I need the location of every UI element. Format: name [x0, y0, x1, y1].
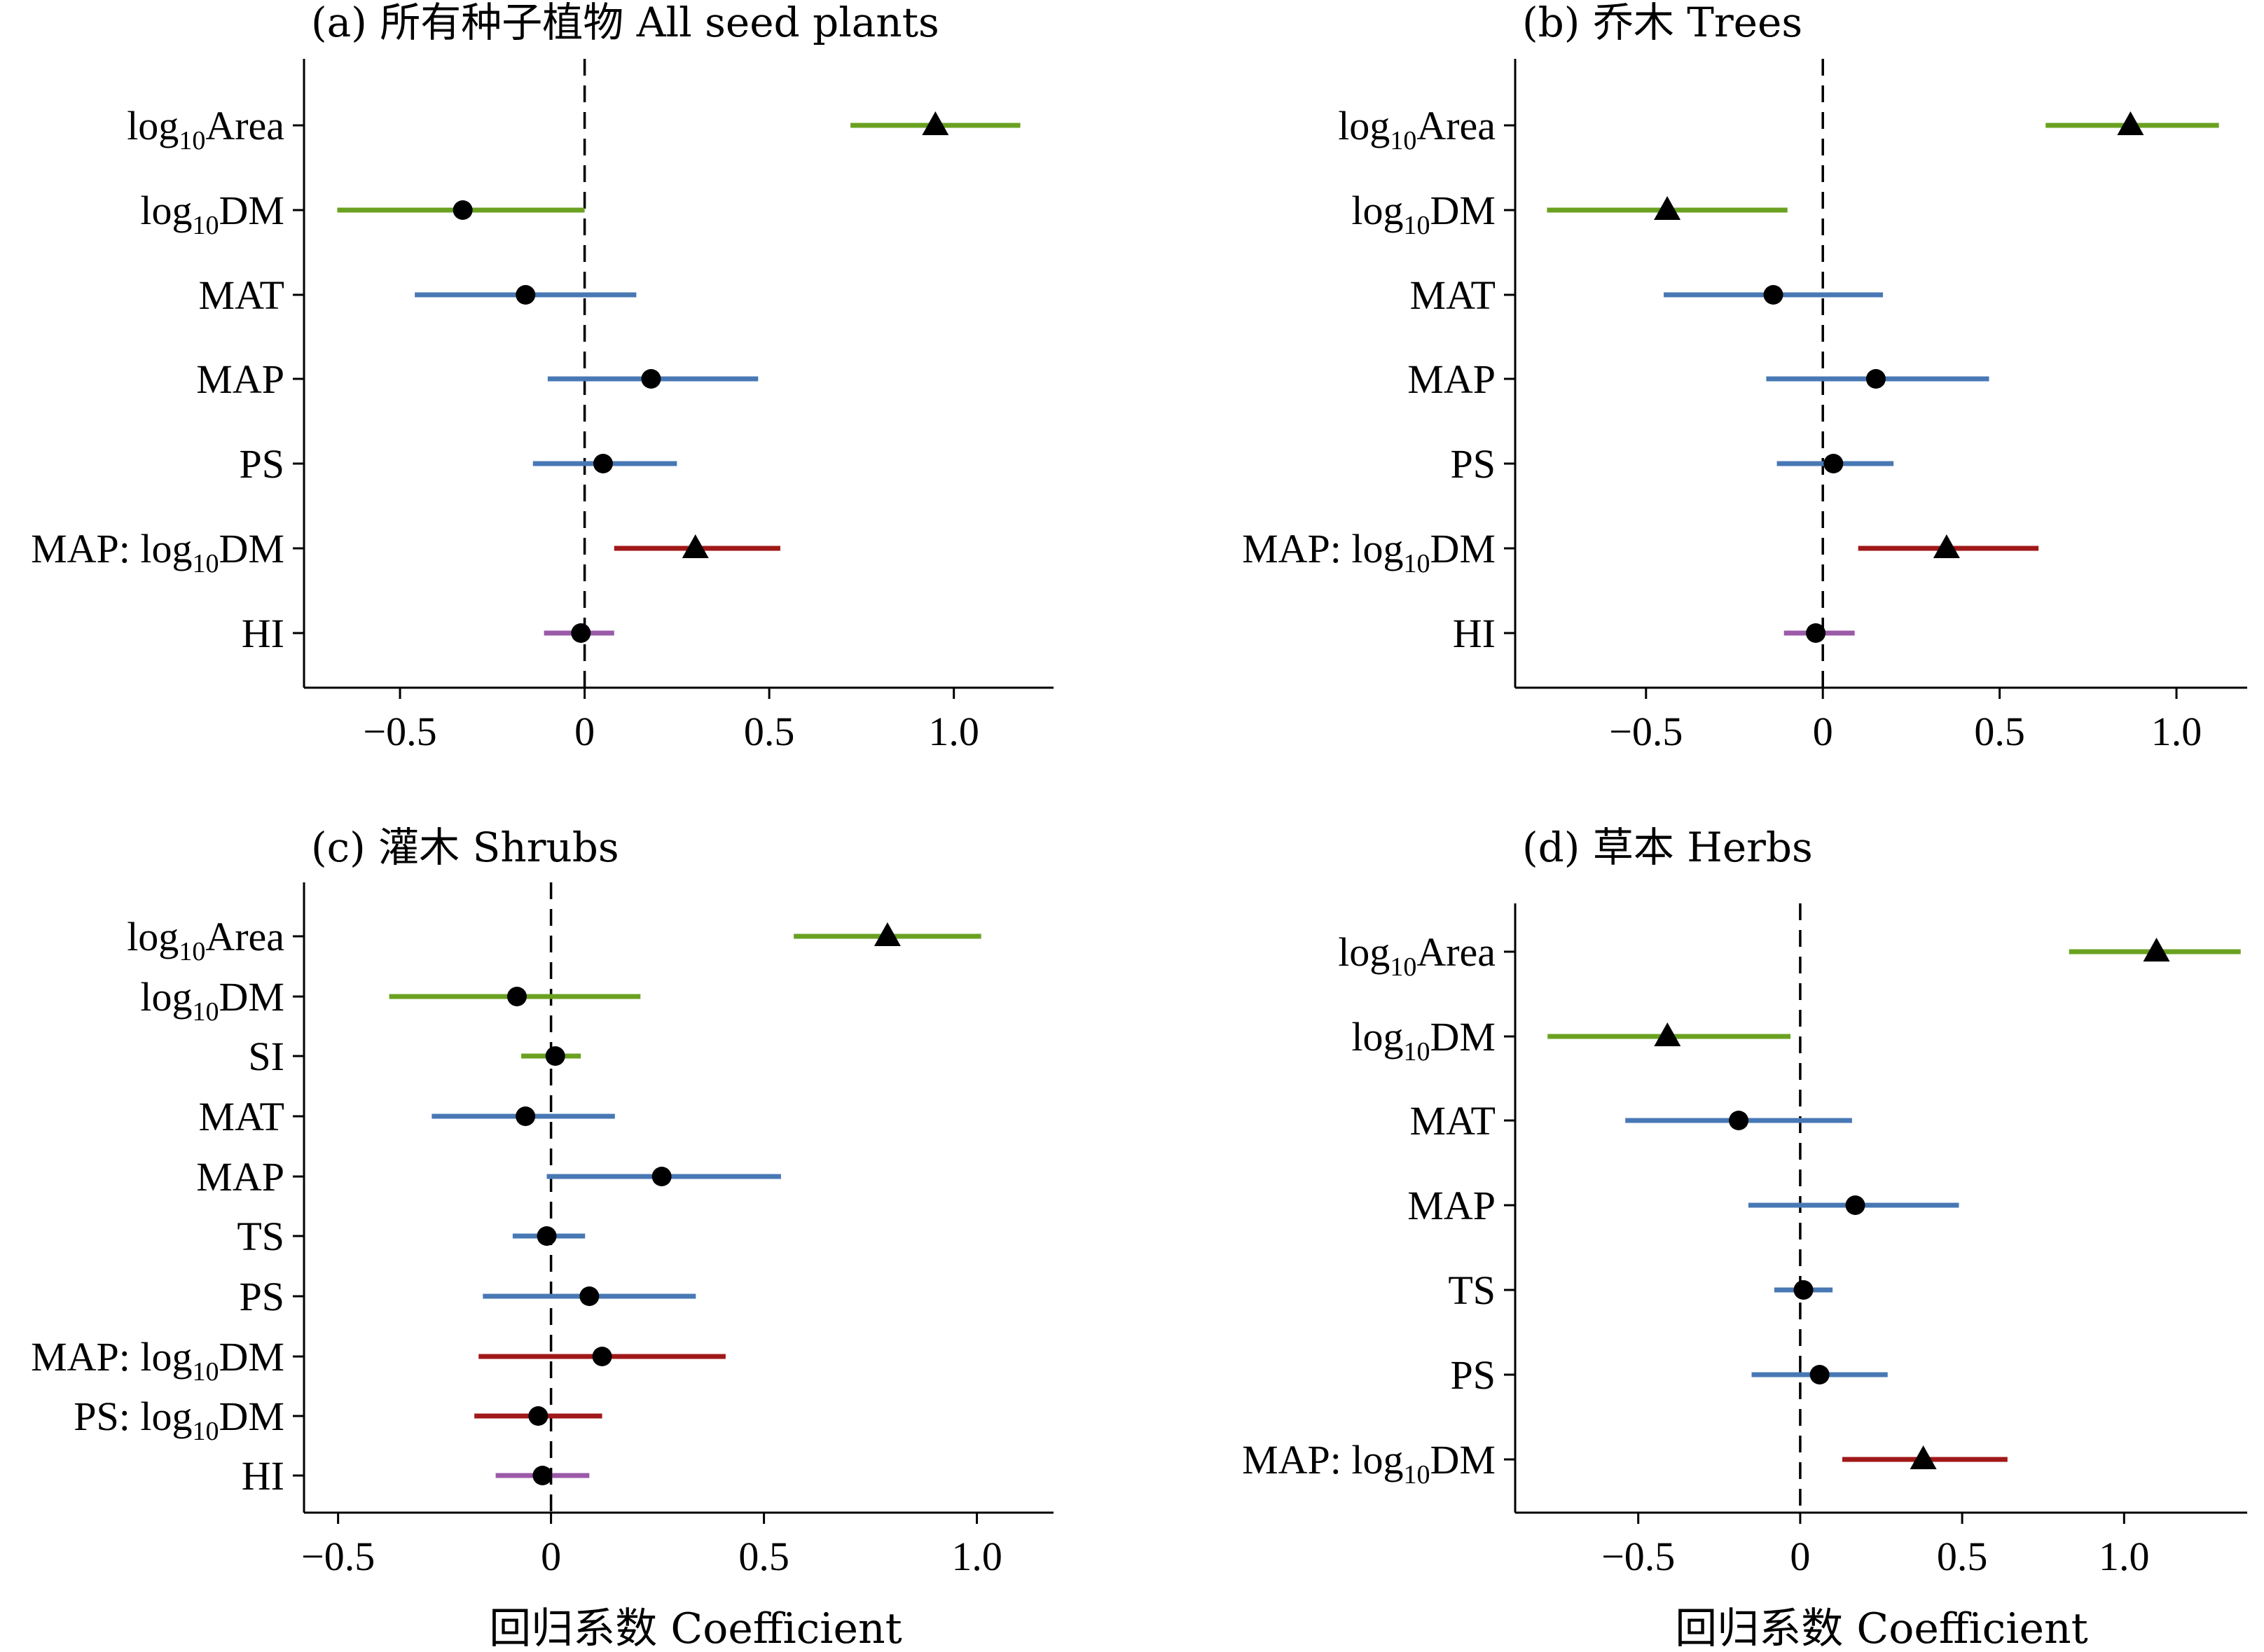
estimate-circle-marker — [593, 454, 613, 473]
estimate-circle-marker — [1865, 369, 1886, 389]
estimate-circle-marker — [453, 200, 473, 220]
y-tick-label: MAP: log10DM — [31, 526, 284, 578]
estimate-circle-marker — [592, 1347, 612, 1366]
estimate-triangle-marker — [682, 534, 709, 558]
estimate-circle-marker — [1809, 1365, 1830, 1384]
y-tick-label: log10DM — [140, 188, 284, 240]
x-tick-label: 0 — [1813, 709, 1833, 754]
x-tick-label: 0 — [574, 709, 595, 754]
y-tick-label: MAP: log10DM — [1242, 1437, 1496, 1490]
y-tick-label: MAT — [199, 1094, 284, 1139]
y-tick-label: log10DM — [1351, 1014, 1496, 1067]
y-tick-label: log10Area — [127, 914, 284, 966]
panel-title: (b) 乔木 Trees — [1522, 0, 1802, 46]
x-tick-label: 1.0 — [951, 1534, 1002, 1579]
y-tick-label: log10Area — [127, 103, 284, 155]
estimate-circle-marker — [1793, 1280, 1814, 1300]
x-tick-label: 0 — [1790, 1534, 1810, 1579]
y-tick-label: MAP — [1407, 356, 1496, 402]
estimate-triangle-marker — [922, 111, 949, 135]
estimate-circle-marker — [1729, 1111, 1749, 1130]
y-tick-label: PS — [239, 1274, 284, 1319]
estimate-circle-marker — [532, 1466, 553, 1485]
y-tick-label: MAT — [199, 272, 284, 318]
estimate-circle-marker — [1763, 285, 1783, 305]
y-tick-label: PS — [1450, 441, 1496, 487]
y-tick-label: PS: log10DM — [74, 1394, 284, 1446]
y-tick-label: MAP — [1407, 1183, 1496, 1228]
estimate-circle-marker — [1823, 454, 1844, 473]
x-tick-label: 0.5 — [738, 1534, 789, 1579]
estimate-circle-marker — [651, 1167, 672, 1186]
y-tick-label: HI — [242, 611, 284, 656]
x-axis-title-right: 回归系数 Coefficient — [1675, 1604, 2087, 1652]
estimate-triangle-marker — [2143, 938, 2170, 962]
estimate-circle-marker — [516, 1106, 536, 1126]
y-tick-label: MAP — [196, 1154, 284, 1200]
x-tick-label: 0.5 — [1974, 709, 2025, 754]
panel-c: (c) 灌木 Shrubs −0.5 0 0.5 1.0 log10Area log10DM… — [31, 824, 1054, 1579]
x-axis-title-left: 回归系数 Coefficient — [489, 1604, 902, 1652]
x-tick-label: 0.5 — [1937, 1534, 1988, 1579]
y-tick-label: HI — [1453, 611, 1496, 656]
y-tick-label: log10Area — [1338, 103, 1496, 155]
x-tick-label: 0 — [541, 1534, 561, 1579]
y-tick-label: TS — [1448, 1268, 1496, 1313]
estimate-circle-marker — [579, 1286, 600, 1306]
y-tick-label: log10DM — [1351, 188, 1496, 240]
y-tick-label: MAP: log10DM — [1242, 526, 1496, 578]
x-tick-label: −0.5 — [1601, 1534, 1675, 1579]
estimate-circle-marker — [528, 1406, 548, 1426]
y-tick-label: PS — [1450, 1352, 1496, 1398]
y-tick-label: MAP — [196, 356, 284, 402]
panel-a: (a) 所有种子植物 All seed plants −0.5 0 0.5 1.0 log… — [31, 0, 1054, 754]
estimate-triangle-marker — [1654, 1022, 1681, 1046]
y-tick-label: log10Area — [1338, 929, 1496, 982]
panel-title: (d) 草本 Herbs — [1522, 824, 1813, 871]
y-tick-label: TS — [237, 1214, 284, 1259]
y-tick-label: MAP: log10DM — [31, 1334, 284, 1387]
x-tick-label: 1.0 — [2099, 1534, 2150, 1579]
x-tick-label: −0.5 — [1609, 709, 1683, 754]
estimate-circle-marker — [641, 369, 661, 389]
estimate-circle-marker — [537, 1226, 557, 1246]
estimate-circle-marker — [571, 623, 591, 643]
estimate-circle-marker — [545, 1046, 565, 1066]
panel-b: (b) 乔木 Trees −0.5 0 0.5 1.0 log10Area log10DM M… — [1242, 0, 2247, 754]
estimate-triangle-marker — [2117, 111, 2144, 135]
estimate-circle-marker — [1845, 1195, 1865, 1215]
panel-d: (d) 草本 Herbs −0.5 0 0.5 1.0 log10Area log10DM M… — [1242, 824, 2247, 1579]
estimate-circle-marker — [1806, 623, 1826, 643]
x-tick-label: 0.5 — [744, 709, 795, 754]
estimate-circle-marker — [506, 987, 527, 1006]
panel-title: (c) 灌木 Shrubs — [311, 824, 619, 871]
x-tick-label: 1.0 — [928, 709, 979, 754]
y-tick-label: log10DM — [140, 974, 284, 1027]
x-tick-label: −0.5 — [363, 709, 436, 754]
x-tick-label: 1.0 — [2151, 709, 2202, 754]
estimate-triangle-marker — [1654, 196, 1681, 220]
x-tick-label: −0.5 — [301, 1534, 375, 1579]
estimate-triangle-marker — [874, 922, 901, 946]
estimate-triangle-marker — [1933, 534, 1960, 558]
panel-title: (a) 所有种子植物 All seed plants — [311, 0, 939, 46]
y-tick-label: SI — [248, 1034, 284, 1079]
y-tick-label: PS — [239, 441, 284, 487]
y-tick-label: HI — [242, 1453, 284, 1499]
estimate-circle-marker — [516, 285, 536, 305]
y-tick-label: MAT — [1410, 272, 1496, 318]
y-tick-label: MAT — [1410, 1098, 1496, 1144]
estimate-triangle-marker — [1910, 1445, 1937, 1469]
